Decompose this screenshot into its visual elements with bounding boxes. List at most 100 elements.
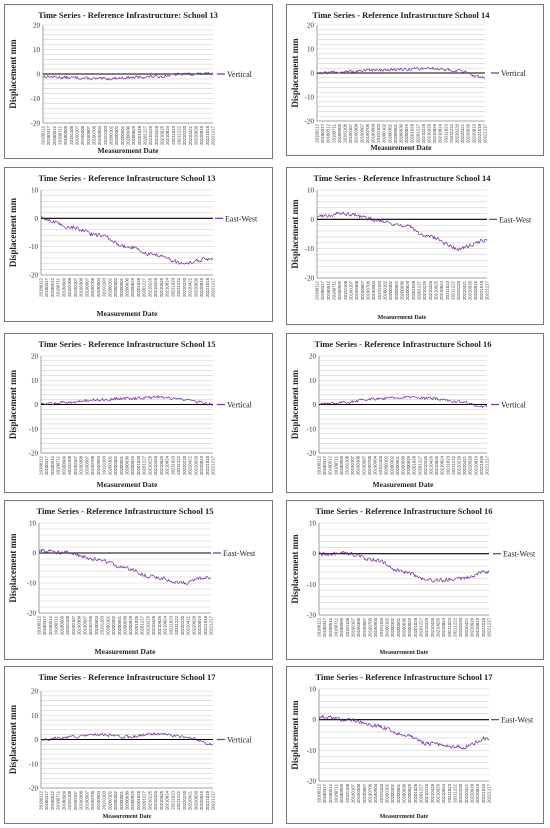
- x-tick-label: 20220220: [457, 455, 462, 475]
- gridlines: [41, 690, 213, 789]
- x-tick-label: 20190308: [356, 783, 361, 803]
- x-tick-label: 20190107: [351, 783, 356, 803]
- x-tick-label: 20220819: [471, 123, 476, 143]
- x-tick-label: 20180711: [334, 783, 339, 802]
- x-tick-label: 20181108: [345, 455, 350, 474]
- x-tick-label: 20180317: [322, 783, 327, 803]
- x-tick-label: 20220620: [193, 277, 198, 297]
- x-tick-label: 20190308: [79, 790, 84, 810]
- x-tick-label: 20211023: [447, 617, 452, 636]
- x-tick-label: 20210824: [165, 277, 170, 297]
- x-tick-label: 20210824: [439, 280, 444, 300]
- chart-title: Time Series - Reference Infrastructure S…: [38, 173, 215, 183]
- y-tick-label: 0: [313, 550, 317, 558]
- chart-svg: Time Series - Reference Infrastructure S…: [290, 339, 527, 489]
- y-tick-label: -20: [31, 120, 41, 128]
- x-tick-label: 20201028: [411, 280, 416, 300]
- chart-panel-school15-east-west: Time Series - Reference Infrastructure S…: [4, 500, 273, 660]
- x-tick-label: 20180909: [61, 455, 66, 475]
- x-tick-label: 20200630: [399, 123, 404, 143]
- x-tick-label: 20190904: [97, 125, 102, 145]
- x-tick-label: 20190706: [366, 280, 371, 300]
- series-line: [318, 395, 488, 409]
- chart-title: Time Series - Reference Infrastructure S…: [314, 339, 491, 349]
- legend: Vertical: [491, 401, 527, 410]
- x-tick-label: 20181108: [65, 615, 70, 634]
- x-tick-label: 20191103: [103, 125, 108, 144]
- chart-title: Time Series - Reference Infrastructure S…: [38, 339, 215, 349]
- x-tick-label: 20200630: [125, 277, 130, 297]
- x-tick-label: 20221217: [487, 617, 492, 637]
- y-tick-label: 10: [29, 520, 37, 528]
- x-tick-label: 20190904: [373, 455, 378, 475]
- x-tick-label: 20221018: [477, 123, 482, 143]
- x-tick-label: 20180909: [339, 617, 344, 637]
- y-tick-label: 10: [309, 686, 317, 694]
- y-tick-label: -10: [31, 95, 41, 103]
- y-tick-label: -10: [307, 581, 317, 589]
- y-axis-label: Displacement mm: [8, 369, 18, 439]
- x-tick-label: 20220620: [193, 455, 198, 475]
- chart-title: Time Series - Reference Infrastructure S…: [38, 672, 216, 682]
- x-tick-label: 20210426: [153, 277, 158, 297]
- x-tick-label: 20190904: [96, 277, 101, 297]
- legend: Vertical: [217, 70, 253, 79]
- x-tick-label: 20201227: [419, 783, 424, 803]
- legend-label: Vertical: [227, 401, 253, 410]
- x-tick-label: 20190308: [356, 455, 361, 475]
- x-tick-label: 20190904: [94, 615, 99, 635]
- x-tick-label: 20180112: [317, 783, 322, 802]
- x-tick-label: 20180711: [332, 280, 337, 299]
- x-tick-label: 20210625: [160, 125, 165, 145]
- x-tick-label: 20180909: [339, 455, 344, 475]
- legend-label: East-West: [223, 549, 256, 558]
- x-tick-label: 20190706: [92, 125, 97, 145]
- x-tick-label: 20191103: [377, 280, 382, 299]
- x-tick-label: 20180112: [39, 790, 44, 809]
- legend-label: East-West: [225, 214, 258, 223]
- legend: East-West: [493, 550, 536, 559]
- x-tick-label: 20180711: [56, 277, 61, 296]
- x-tick-label: 20181108: [343, 280, 348, 299]
- x-tick-label: 20200102: [107, 277, 112, 297]
- x-tick-label: 20180112: [37, 615, 42, 634]
- x-tick-label: 20210225: [424, 783, 429, 803]
- x-tick-label: 20180512: [328, 455, 333, 475]
- x-tick-label: 20211222: [453, 617, 458, 636]
- x-tick-label: 20180112: [39, 277, 44, 296]
- x-tick-label: 20210824: [165, 455, 170, 475]
- x-tick-label: 20211023: [170, 455, 175, 474]
- x-tick-label: 20191103: [379, 617, 384, 636]
- x-tick-label: 20180512: [328, 617, 333, 637]
- x-tick-label: 20200630: [401, 455, 406, 475]
- x-tick-label: 20220220: [456, 280, 461, 300]
- x-tick-label: 20190904: [371, 280, 376, 300]
- y-tick-label: -20: [29, 785, 39, 793]
- x-tick-label: 20200501: [117, 615, 122, 635]
- x-tick-label: 20201227: [140, 615, 145, 635]
- y-tick-label: 10: [307, 187, 315, 195]
- x-axis-label: Measurement Date: [373, 480, 435, 489]
- x-tick-label: 20220819: [199, 277, 204, 297]
- x-tick-label: 20180112: [317, 617, 322, 636]
- x-tick-label: 20190308: [79, 455, 84, 475]
- x-tick-label: 20220620: [193, 790, 198, 810]
- x-tick-label: 20221018: [205, 277, 210, 297]
- y-tick-label: -20: [29, 272, 39, 280]
- y-tick-label: -10: [307, 425, 317, 433]
- x-tick-label: 20220421: [188, 125, 193, 145]
- x-tick-label: 20181108: [67, 790, 72, 809]
- x-tick-label: 20190706: [365, 123, 370, 143]
- x-tick-label: 20210426: [154, 125, 159, 145]
- x-tick-label: 20181108: [345, 783, 350, 802]
- x-tick-label: 20180317: [320, 123, 325, 143]
- x-tick-label: 20200501: [396, 783, 401, 803]
- x-axis-label: Measurement Date: [97, 480, 159, 489]
- x-tick-label: 20200501: [119, 790, 124, 810]
- y-axis-label: Displacement mm: [290, 38, 300, 108]
- x-tick-label: 20221018: [479, 280, 484, 300]
- chart-svg: Time Series - Reference Infrastructure S…: [8, 672, 253, 820]
- x-tick-label: 20220819: [199, 125, 204, 145]
- y-tick-label: 20: [307, 22, 315, 30]
- chart-title: Time Series - Reference Infrastructure S…: [313, 173, 491, 183]
